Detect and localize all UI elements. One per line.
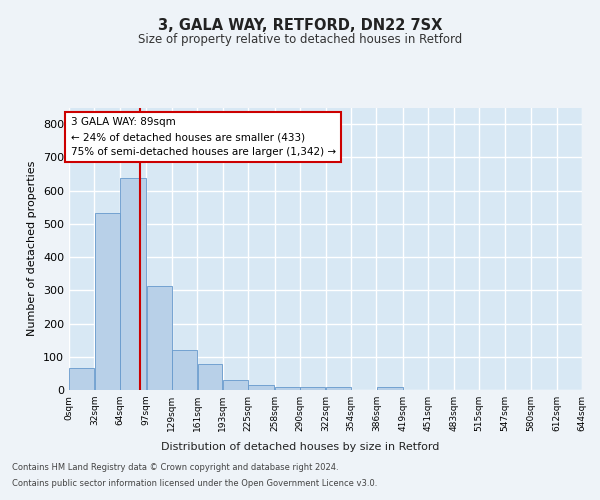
Text: 3, GALA WAY, RETFORD, DN22 7SX: 3, GALA WAY, RETFORD, DN22 7SX [158,18,442,32]
Bar [146,286,172,390]
Text: Contains public sector information licensed under the Open Government Licence v3: Contains public sector information licen… [12,478,377,488]
Bar [377,386,403,390]
Bar [326,388,351,390]
Bar [120,178,146,390]
Text: Distribution of detached houses by size in Retford: Distribution of detached houses by size … [161,442,439,452]
Bar [300,388,325,390]
Bar [197,364,223,390]
Text: Size of property relative to detached houses in Retford: Size of property relative to detached ho… [138,32,462,46]
Bar [223,380,248,390]
Y-axis label: Number of detached properties: Number of detached properties [28,161,37,336]
Text: 3 GALA WAY: 89sqm
← 24% of detached houses are smaller (433)
75% of semi-detache: 3 GALA WAY: 89sqm ← 24% of detached hous… [71,118,336,157]
Bar [69,368,94,390]
Bar [172,350,197,390]
Bar [95,213,120,390]
Bar [248,384,274,390]
Bar [275,386,300,390]
Text: Contains HM Land Registry data © Crown copyright and database right 2024.: Contains HM Land Registry data © Crown c… [12,464,338,472]
